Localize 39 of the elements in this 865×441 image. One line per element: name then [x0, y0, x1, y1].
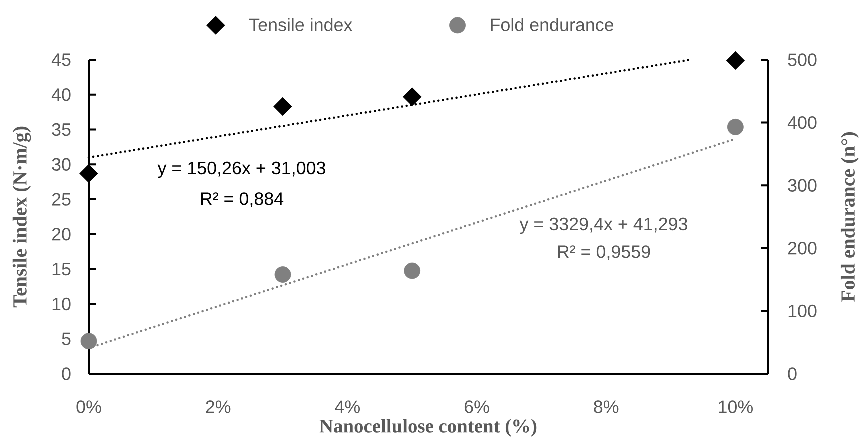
x-tick-label: 10% — [719, 400, 753, 414]
annotation: R² = 0,9559 — [558, 246, 650, 260]
y-tick-label: 20 — [52, 228, 71, 241]
y-tick-label: 25 — [52, 193, 71, 206]
y-tick-label: 35 — [52, 123, 71, 136]
annotation: y = 3329,4x + 41,293 — [520, 218, 688, 234]
y-tick-label: 0 — [62, 368, 71, 380]
y-tick-label: 15 — [52, 263, 71, 276]
y-tick-label: 10 — [52, 298, 71, 311]
legend-label: Fold endurance — [491, 18, 614, 32]
y2-tick-label: 0 — [788, 368, 797, 380]
point — [274, 266, 292, 283]
y-axis-title: Tensile index (N·m/g) — [12, 126, 32, 308]
y2-tick-label: 500 — [788, 54, 817, 66]
x-tick-label: 8% — [594, 400, 619, 414]
point — [404, 262, 421, 280]
y2-tick-label: 200 — [788, 242, 817, 255]
y2-tick-label: 300 — [788, 179, 817, 192]
point — [274, 97, 292, 116]
annotation: R² = 0,884 — [201, 192, 284, 208]
y-tick-label: 45 — [52, 54, 71, 66]
x-tick-label: 0% — [76, 400, 102, 414]
y-tick-label: 40 — [52, 88, 71, 102]
legend-label: Tensile index — [249, 18, 353, 32]
point — [80, 333, 98, 350]
y2-axis-title: Fold endurance (n°) — [840, 132, 860, 302]
x-tick-label: 6% — [464, 400, 490, 414]
point — [80, 164, 98, 184]
y-tick-label: 30 — [52, 158, 71, 172]
annotation: y = 150,26x + 31,003 — [158, 162, 326, 178]
y-tick-label: 5 — [62, 332, 71, 346]
point — [727, 119, 744, 136]
x-tick-label: 2% — [206, 400, 231, 414]
y2-tick-label: 100 — [788, 304, 817, 318]
point — [402, 88, 422, 106]
y2-tick-label: 400 — [788, 116, 817, 130]
point — [726, 51, 746, 70]
x-axis-title: Nanocellulose content (%) — [320, 419, 537, 437]
x-tick-label: 4% — [335, 400, 360, 414]
